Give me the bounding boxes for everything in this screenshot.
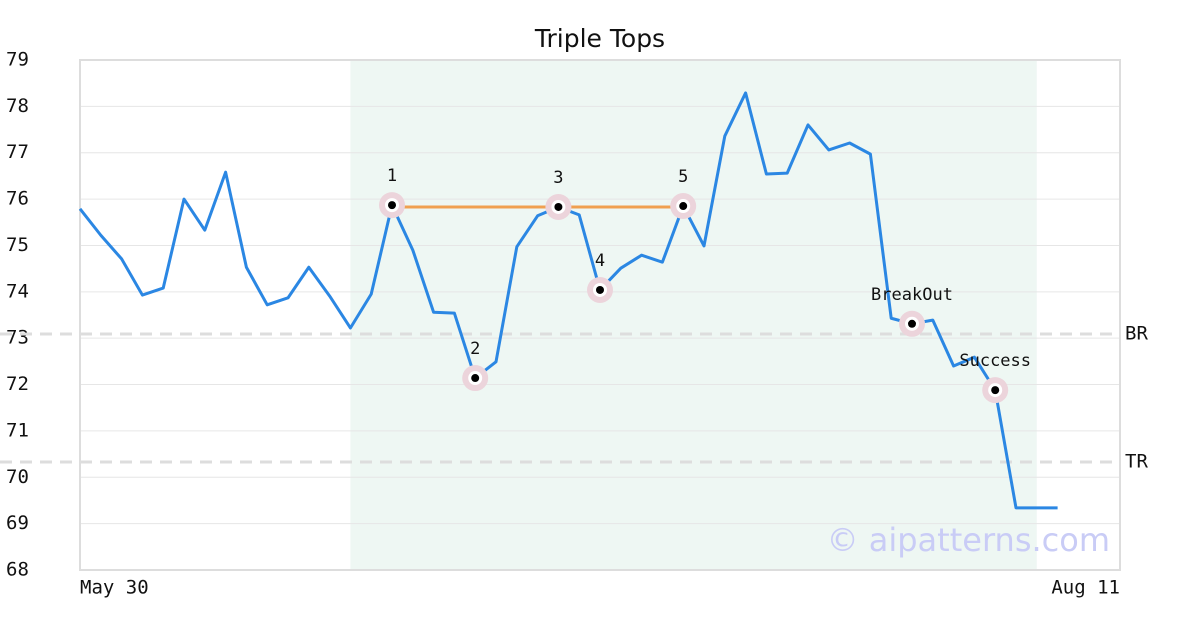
y-tick-label: 68 <box>6 559 29 581</box>
y-tick-label: 76 <box>6 188 29 210</box>
y-tick-label: 71 <box>6 419 29 441</box>
watermark: © aipatterns.com <box>827 521 1110 559</box>
y-tick-label: 77 <box>6 141 29 163</box>
point-label: 5 <box>678 167 688 187</box>
reference-label: TR <box>1125 450 1148 472</box>
y-tick-label: 72 <box>6 373 29 395</box>
y-tick-label: 75 <box>6 234 29 256</box>
y-tick-label: 73 <box>6 327 29 349</box>
point-dot <box>554 202 563 211</box>
y-tick-label: 70 <box>6 466 29 488</box>
y-tick-label: 79 <box>6 49 29 71</box>
pattern-point <box>379 192 405 219</box>
y-tick-label: 69 <box>6 512 29 534</box>
x-tick-label: Aug 11 <box>1051 577 1120 599</box>
point-label: 4 <box>595 251 605 271</box>
point-label: 1 <box>387 166 397 186</box>
pattern-point <box>462 365 489 392</box>
y-tick-label: 74 <box>6 280 29 302</box>
point-dot <box>596 285 604 294</box>
point-label: 2 <box>470 339 480 359</box>
point-dot <box>388 201 396 210</box>
pattern-point <box>587 276 613 303</box>
point-dot <box>679 202 688 211</box>
pattern-span <box>350 60 1037 570</box>
pattern-point <box>982 377 1009 404</box>
plot-frame <box>79 59 1121 571</box>
y-tick-label: 78 <box>6 95 29 117</box>
pattern-point <box>899 310 925 337</box>
point-label: BreakOut <box>871 285 953 305</box>
point-dot <box>991 386 1000 395</box>
point-dot <box>908 319 916 328</box>
chart-title: Triple Tops <box>534 24 665 53</box>
pattern-point <box>670 193 697 220</box>
x-tick-label: May 30 <box>80 577 149 599</box>
point-label: Success <box>959 351 1031 371</box>
reference-label: BR <box>1125 323 1148 345</box>
pattern-point <box>545 193 572 220</box>
point-label: 3 <box>553 168 563 188</box>
point-dot <box>471 374 480 383</box>
